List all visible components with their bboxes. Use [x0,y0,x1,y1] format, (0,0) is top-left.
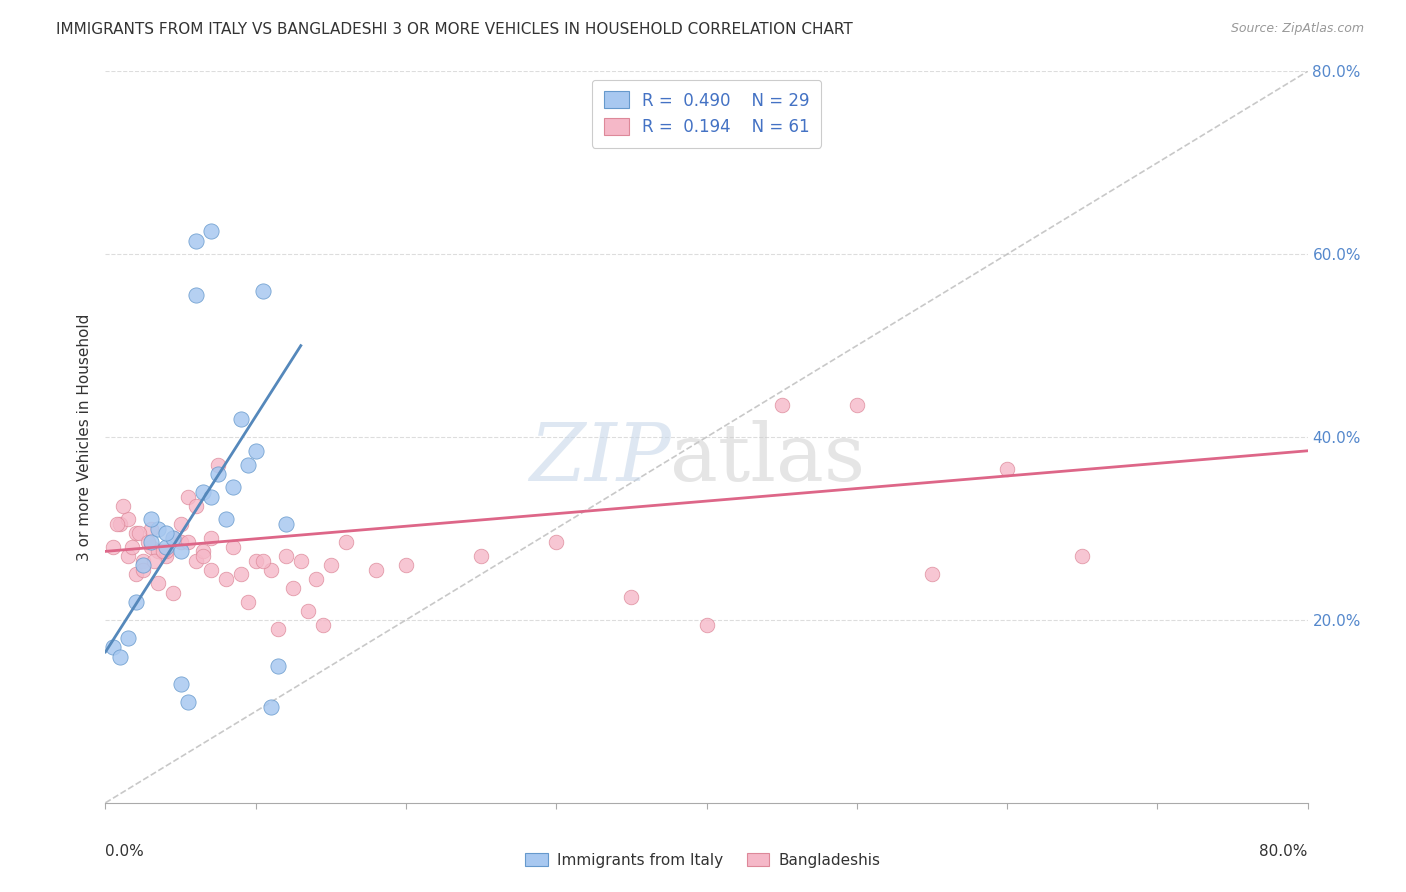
Point [200,531,222,545]
Point [139,521,162,535]
Point [117,512,139,526]
Text: IMMIGRANTS FROM ITALY VS BANGLADESHI 3 OR MORE VEHICLES IN HOUSEHOLD CORRELATION: IMMIGRANTS FROM ITALY VS BANGLADESHI 3 O… [56,22,853,37]
Point [139,535,162,549]
Point [124,567,146,582]
Point [101,540,124,554]
Point [267,622,290,636]
Point [139,512,162,526]
Point [155,549,177,563]
Point [169,677,191,691]
Y-axis label: 3 or more Vehicles in Household: 3 or more Vehicles in Household [77,313,93,561]
Point [260,699,283,714]
Point [146,576,169,591]
Point [146,521,169,535]
Point [101,640,124,655]
Text: atlas: atlas [671,420,866,498]
Point [117,632,139,646]
Text: ZIP: ZIP [529,420,671,498]
Point [146,544,169,558]
Point [117,549,139,563]
Point [107,516,129,531]
Point [169,535,191,549]
Point [995,462,1018,476]
Point [139,540,162,554]
Point [305,572,328,586]
Point [184,234,207,248]
Point [252,553,274,567]
Point [162,531,184,545]
Point [252,284,274,298]
Point [191,485,214,500]
Point [110,649,132,664]
Point [162,531,184,545]
Point [169,516,191,531]
Point [319,558,342,573]
Point [245,443,267,458]
Point [214,512,236,526]
Point [222,540,245,554]
Point [921,567,943,582]
Point [260,563,283,577]
Point [184,499,207,513]
Point [152,544,174,558]
Point [238,458,260,472]
Point [207,467,229,481]
Point [121,540,143,554]
Point [1071,549,1094,563]
Point [200,490,222,504]
Point [546,535,568,549]
Point [207,458,229,472]
Point [470,549,492,563]
Point [162,585,184,599]
Point [132,563,155,577]
Point [238,594,260,608]
Point [283,581,305,595]
Point [177,535,200,549]
Text: Source: ZipAtlas.com: Source: ZipAtlas.com [1230,22,1364,36]
Point [155,544,177,558]
Point [312,617,335,632]
Point [132,553,155,567]
Point [177,695,200,709]
Text: 0.0%: 0.0% [105,844,145,859]
Point [335,535,357,549]
Point [191,544,214,558]
Point [124,526,146,541]
Point [364,563,387,577]
Point [184,553,207,567]
Point [124,594,146,608]
Point [155,526,177,541]
Point [395,558,418,573]
Point [177,490,200,504]
Point [200,563,222,577]
Point [112,499,135,513]
Point [142,553,165,567]
Point [128,526,150,541]
Legend: R =  0.490    N = 29, R =  0.194    N = 61: R = 0.490 N = 29, R = 0.194 N = 61 [592,79,821,148]
Point [132,558,155,573]
Point [290,553,312,567]
Point [191,549,214,563]
Point [110,516,132,531]
Point [267,658,290,673]
Point [136,535,159,549]
Point [274,549,297,563]
Point [184,288,207,302]
Point [155,540,177,554]
Point [696,617,718,632]
Point [845,398,868,412]
Point [245,553,267,567]
Point [222,480,245,494]
Point [214,572,236,586]
Point [274,516,297,531]
Point [770,398,793,412]
Point [620,590,643,604]
Text: 80.0%: 80.0% [1260,844,1308,859]
Point [169,544,191,558]
Point [229,567,252,582]
Legend: Immigrants from Italy, Bangladeshis: Immigrants from Italy, Bangladeshis [517,845,889,875]
Point [229,412,252,426]
Point [200,224,222,238]
Point [297,604,319,618]
